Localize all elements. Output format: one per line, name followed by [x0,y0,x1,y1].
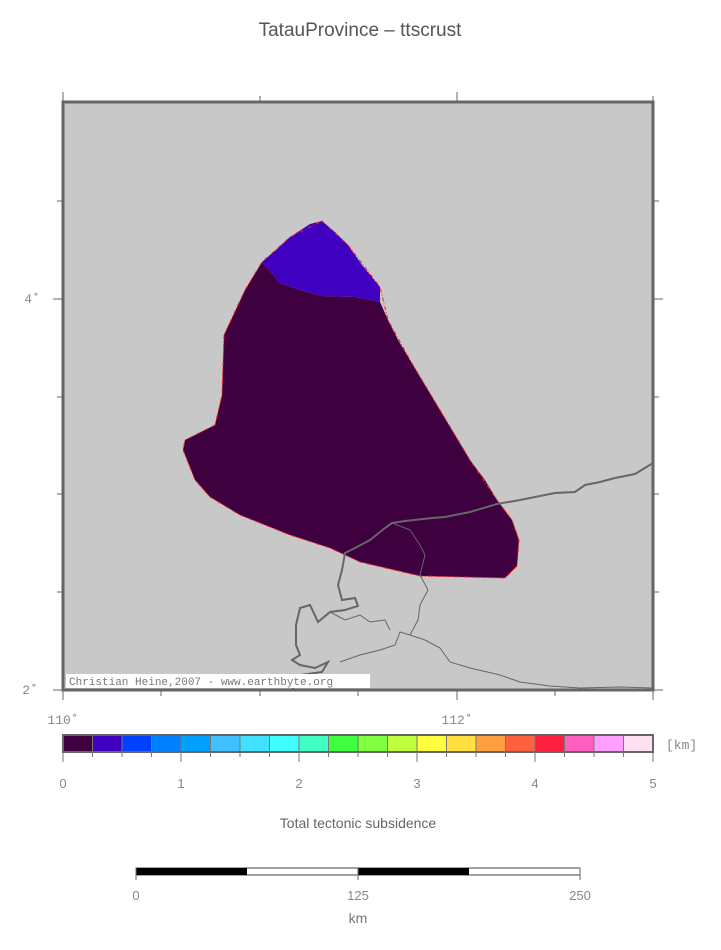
scale-label-0: 0 [132,888,139,903]
colorbar-tick-label: 0 [59,776,66,791]
colorbar-swatch [62,734,93,753]
coastline [290,462,654,691]
scale-segment-black [136,868,247,875]
colorbar-swatch [298,734,329,753]
province-main-fill [183,262,519,578]
scale-segment-black [358,868,469,875]
colorbar-swatch [210,734,241,753]
colorbar-swatch [534,734,565,753]
colorbar-swatch [416,734,447,753]
lat-label-4: 4˚ [24,292,40,307]
colorbar-swatch [446,734,477,753]
colorbar-tick-label: 4 [531,776,538,791]
colorbar-ticks: 0 1 2 3 4 5 [59,752,657,791]
scale-label-250: 250 [569,888,591,903]
colorbar-swatch [121,734,152,753]
colorbar-swatch [92,734,123,753]
colorbar-swatch [357,734,388,753]
colorbar-swatch [180,734,211,753]
lon-label-110: 110˚ [47,713,78,728]
colorbar-swatch [623,734,654,753]
colorbar-unit: [km] [666,738,697,753]
colorbar-swatch [387,734,418,753]
lon-label-112: 112˚ [441,713,472,728]
colorbar-swatch [151,734,182,753]
colorbar-swatch [269,734,300,753]
map-ticks [53,92,663,700]
colorbar-tick-label: 3 [413,776,420,791]
colorbar [62,734,654,753]
colorbar-tick-label: 5 [649,776,656,791]
scale-label-125: 125 [347,888,369,903]
scale-unit: km [349,910,368,926]
colorbar-swatch [475,734,506,753]
scale-bar [135,867,581,880]
colorbar-swatch [328,734,359,753]
credit-box [66,674,370,688]
river [339,522,654,689]
colorbar-swatch [239,734,270,753]
colorbar-tick-label: 1 [177,776,184,791]
lat-label-2: 2˚ [22,683,38,698]
colorbar-swatch [564,734,595,753]
province-north-fill [262,221,380,302]
colorbar-tick-label: 2 [295,776,302,791]
map-title: TatauProvince – ttscrust [259,20,462,41]
credit-text: Christian Heine,2007 - www.earthbyte.org [69,677,333,689]
colorbar-swatch [505,734,536,753]
river-branch [329,611,391,631]
colorbar-swatch [593,734,624,753]
colorbar-label: Total tectonic subsidence [280,815,437,831]
